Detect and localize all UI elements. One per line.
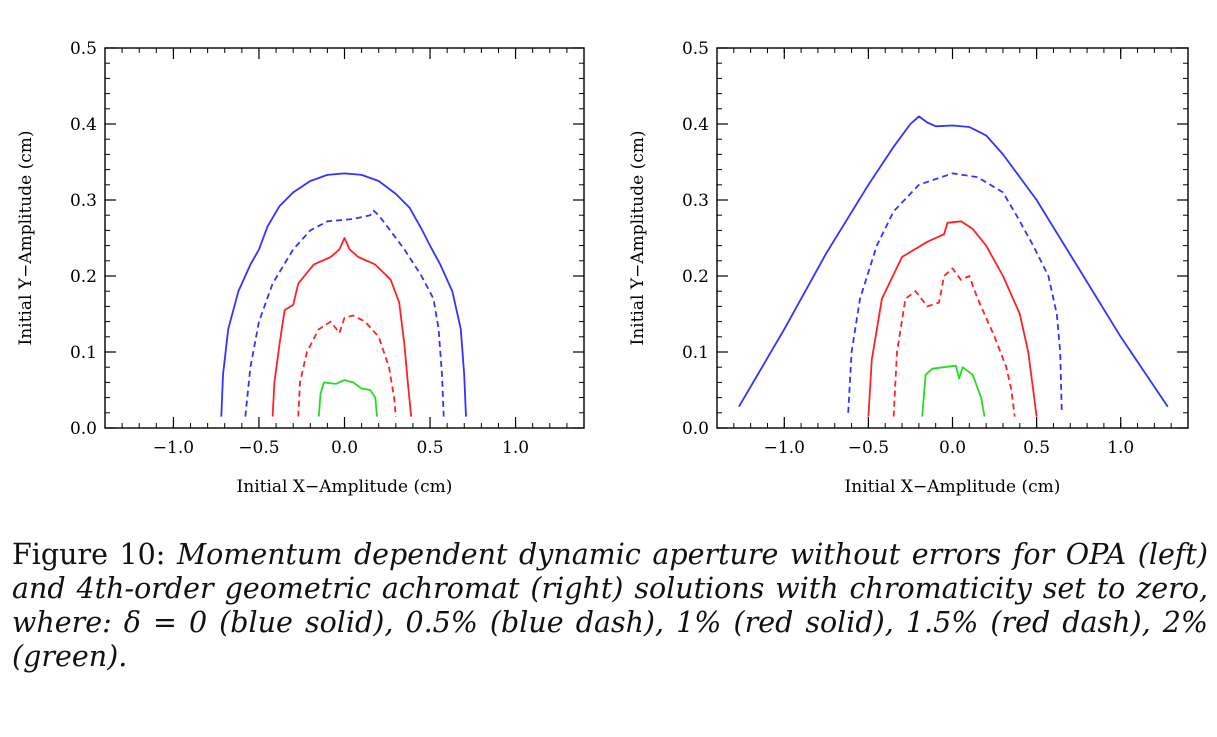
- x-tick-label: −0.5: [848, 438, 889, 458]
- x-tick-label: 0.5: [417, 438, 444, 458]
- y-tick-label: 0.4: [682, 115, 709, 135]
- x-tick-label: 0.0: [331, 438, 358, 458]
- series-line-5: [922, 366, 984, 417]
- x-axis-label: Initial X−Amplitude (cm): [237, 477, 453, 497]
- caption-text: Momentum dependent dynamic aperture with…: [12, 538, 1208, 673]
- y-tick-label: 0.3: [70, 191, 97, 211]
- x-tick-label: 0.5: [1023, 438, 1050, 458]
- y-axis-label: Initial Y−Amplitude (cm): [16, 131, 36, 346]
- x-tick-label: −1.0: [764, 438, 805, 458]
- y-tick-label: 0.3: [682, 191, 709, 211]
- plot-frame: [717, 48, 1188, 428]
- y-tick-label: 0.2: [70, 267, 97, 287]
- series-line-2: [848, 173, 1062, 412]
- figure-caption: Figure 10: Momentum dependent dynamic ap…: [12, 538, 1208, 674]
- y-tick-label: 0.1: [682, 343, 709, 363]
- y-tick-label: 0.1: [70, 343, 97, 363]
- chart-panel-2: −1.0 −0.5 0.0 0.5 1.0 0.0 0.1 0.2 0.3 0.4 0.5 Initi…: [628, 39, 1188, 497]
- x-tick-label: −0.5: [238, 438, 279, 458]
- series-line-4: [894, 268, 1015, 416]
- y-axis-label: Initial Y−Amplitude (cm): [628, 131, 648, 346]
- figure-panels: −1.0 −0.5 0.0 0.5 1.0 0.0 0.1 0.2 0.3 0.4 0.5 Initi…: [0, 0, 1217, 530]
- y-tick-label: 0.5: [682, 39, 709, 59]
- x-axis-label: Initial X−Amplitude (cm): [845, 477, 1061, 497]
- y-tick-label: 0.5: [70, 39, 97, 59]
- y-tick-label: 0.0: [70, 419, 97, 439]
- x-tick-label: −1.0: [153, 438, 194, 458]
- series-line-1: [739, 116, 1168, 406]
- series-line-5: [319, 380, 377, 417]
- chart-panel-1: −1.0 −0.5 0.0 0.5 1.0 0.0 0.1 0.2 0.3 0.4 0.5 Initi…: [16, 39, 584, 497]
- x-tick-label: 1.0: [502, 438, 529, 458]
- y-tick-label: 0.2: [682, 267, 709, 287]
- caption-label: Figure 10:: [12, 538, 165, 571]
- y-tick-label: 0.4: [70, 115, 97, 135]
- y-tick-label: 0.0: [682, 419, 709, 439]
- x-tick-label: 1.0: [1107, 438, 1134, 458]
- series-line-4: [298, 316, 396, 417]
- x-tick-label: 0.0: [939, 438, 966, 458]
